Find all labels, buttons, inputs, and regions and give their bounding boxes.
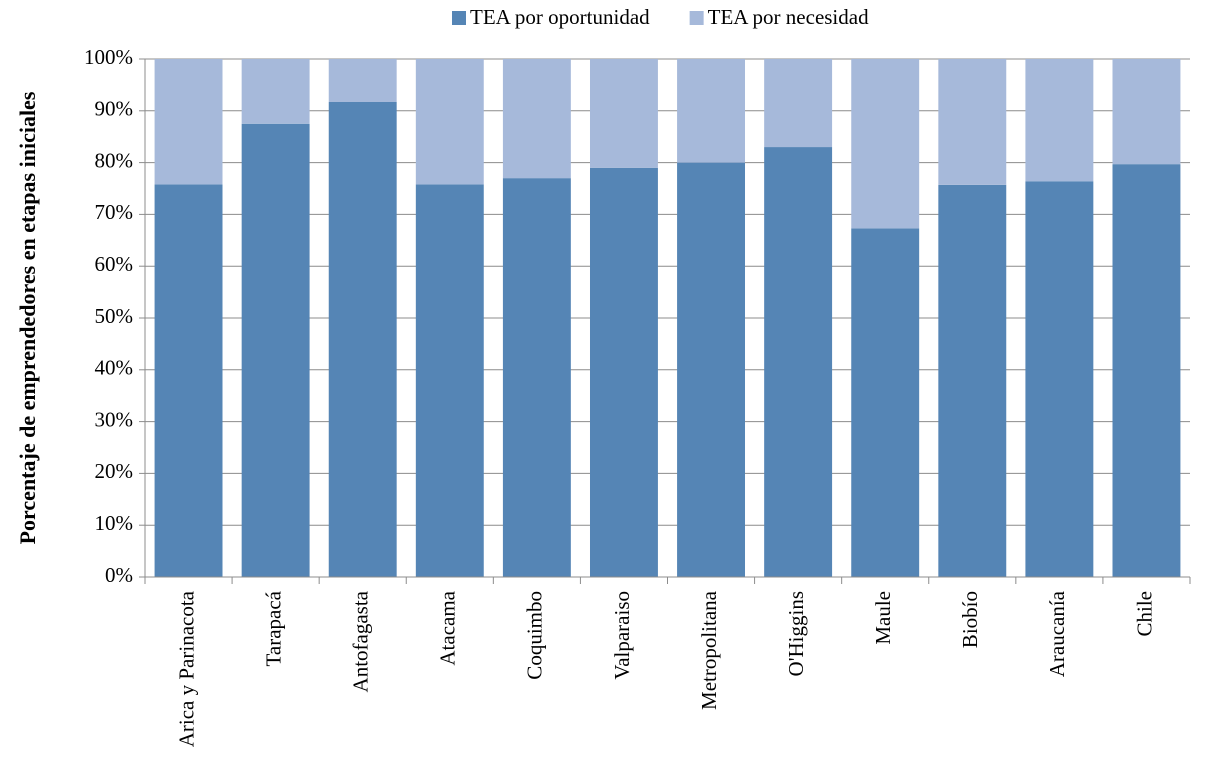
bar-segment xyxy=(154,184,223,577)
y-tick-label: 50% xyxy=(95,304,134,328)
legend-swatch xyxy=(689,11,704,25)
x-tick-label: Araucanía xyxy=(1045,590,1069,677)
x-tick-label: Antofagasta xyxy=(349,590,373,692)
y-tick-label: 0% xyxy=(105,563,133,587)
bar-segment xyxy=(938,59,1007,185)
y-tick-label: 80% xyxy=(95,148,134,172)
bar-segment xyxy=(415,184,484,577)
x-tick-label: Maule xyxy=(871,591,895,645)
x-tick-label: Atacama xyxy=(436,590,460,665)
x-tick-label: Tarapacá xyxy=(261,590,285,666)
bar-segment xyxy=(1025,181,1094,578)
bar-segment xyxy=(938,184,1007,577)
x-tick-label: Metropolitana xyxy=(697,590,721,710)
bar-segment xyxy=(677,162,746,577)
bar-segment xyxy=(415,59,484,185)
bar-segment xyxy=(1025,59,1094,182)
bar-segment xyxy=(241,123,310,577)
y-tick-label: 90% xyxy=(95,97,134,121)
bar-segment xyxy=(764,147,833,577)
x-tick-label: Coquimbo xyxy=(523,591,547,680)
x-tick-label: O'Higgins xyxy=(784,591,808,676)
legend-label: TEA por oportunidad xyxy=(470,5,650,29)
legend-label: TEA por necesidad xyxy=(708,5,869,29)
bar-segment xyxy=(851,228,920,578)
bar-segment xyxy=(589,59,658,168)
x-tick-label: Valparaiso xyxy=(610,591,634,680)
bar-segment xyxy=(764,59,833,148)
bar-segment xyxy=(1112,59,1181,165)
y-tick-label: 60% xyxy=(95,252,134,276)
y-axis-title: Porcentaje de emprendedores en etapas in… xyxy=(15,91,40,544)
bar-segment xyxy=(677,59,746,163)
bar-segment xyxy=(589,167,658,577)
legend-swatch xyxy=(452,11,466,25)
y-tick-label: 30% xyxy=(95,407,134,431)
bar-segment xyxy=(851,59,920,229)
bar-segment xyxy=(241,59,310,124)
y-tick-label: 100% xyxy=(84,45,133,69)
bar-segment xyxy=(154,59,223,185)
x-tick-label: Chile xyxy=(1132,591,1156,637)
y-tick-label: 70% xyxy=(95,200,134,224)
bar-segment xyxy=(328,59,397,102)
y-tick-label: 20% xyxy=(95,459,134,483)
bar-segment xyxy=(328,101,397,577)
y-tick-label: 10% xyxy=(95,511,134,535)
bar-segment xyxy=(502,178,571,577)
bar-segment xyxy=(1112,164,1181,578)
x-tick-label: Biobío xyxy=(958,591,982,648)
x-tick-label: Arica y Parinacota xyxy=(174,590,198,747)
y-tick-label: 40% xyxy=(95,356,134,380)
bar-segment xyxy=(502,59,571,179)
